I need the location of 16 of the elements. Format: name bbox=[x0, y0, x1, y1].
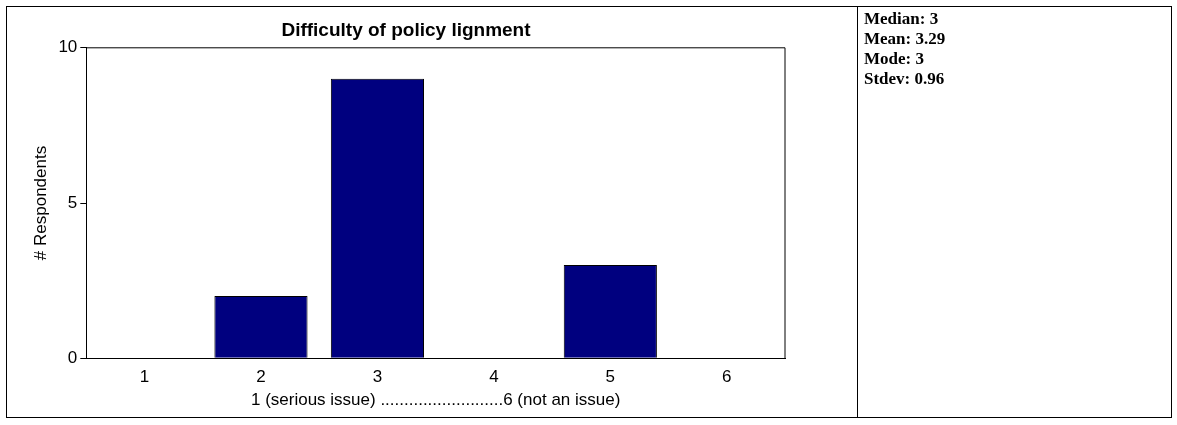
x-tick-label: 5 bbox=[605, 367, 616, 387]
y-tick-label: 10 bbox=[58, 37, 78, 57]
y-tick-label: 5 bbox=[67, 192, 78, 212]
y-tick-label: 0 bbox=[67, 347, 78, 367]
x-tick-label: 2 bbox=[256, 367, 266, 387]
x-tick-label: 4 bbox=[489, 367, 499, 387]
text: Mode: 3 bbox=[864, 49, 925, 69]
text: Stdev: 0.96 bbox=[864, 69, 946, 89]
x-tick-label: 1 bbox=[139, 367, 150, 387]
chart-title: Difficulty of policy lignment bbox=[281, 18, 532, 40]
x-axis-title: 1 (serious issue) ..........................6 (not an issue) bbox=[250, 390, 621, 410]
text: Median: 3 bbox=[864, 9, 940, 29]
y-axis-title: # Respondents bbox=[30, 145, 50, 261]
text: Mean: 3.29 bbox=[864, 29, 947, 49]
x-tick-label: 6 bbox=[722, 367, 732, 387]
x-tick-label: 3 bbox=[372, 367, 383, 387]
